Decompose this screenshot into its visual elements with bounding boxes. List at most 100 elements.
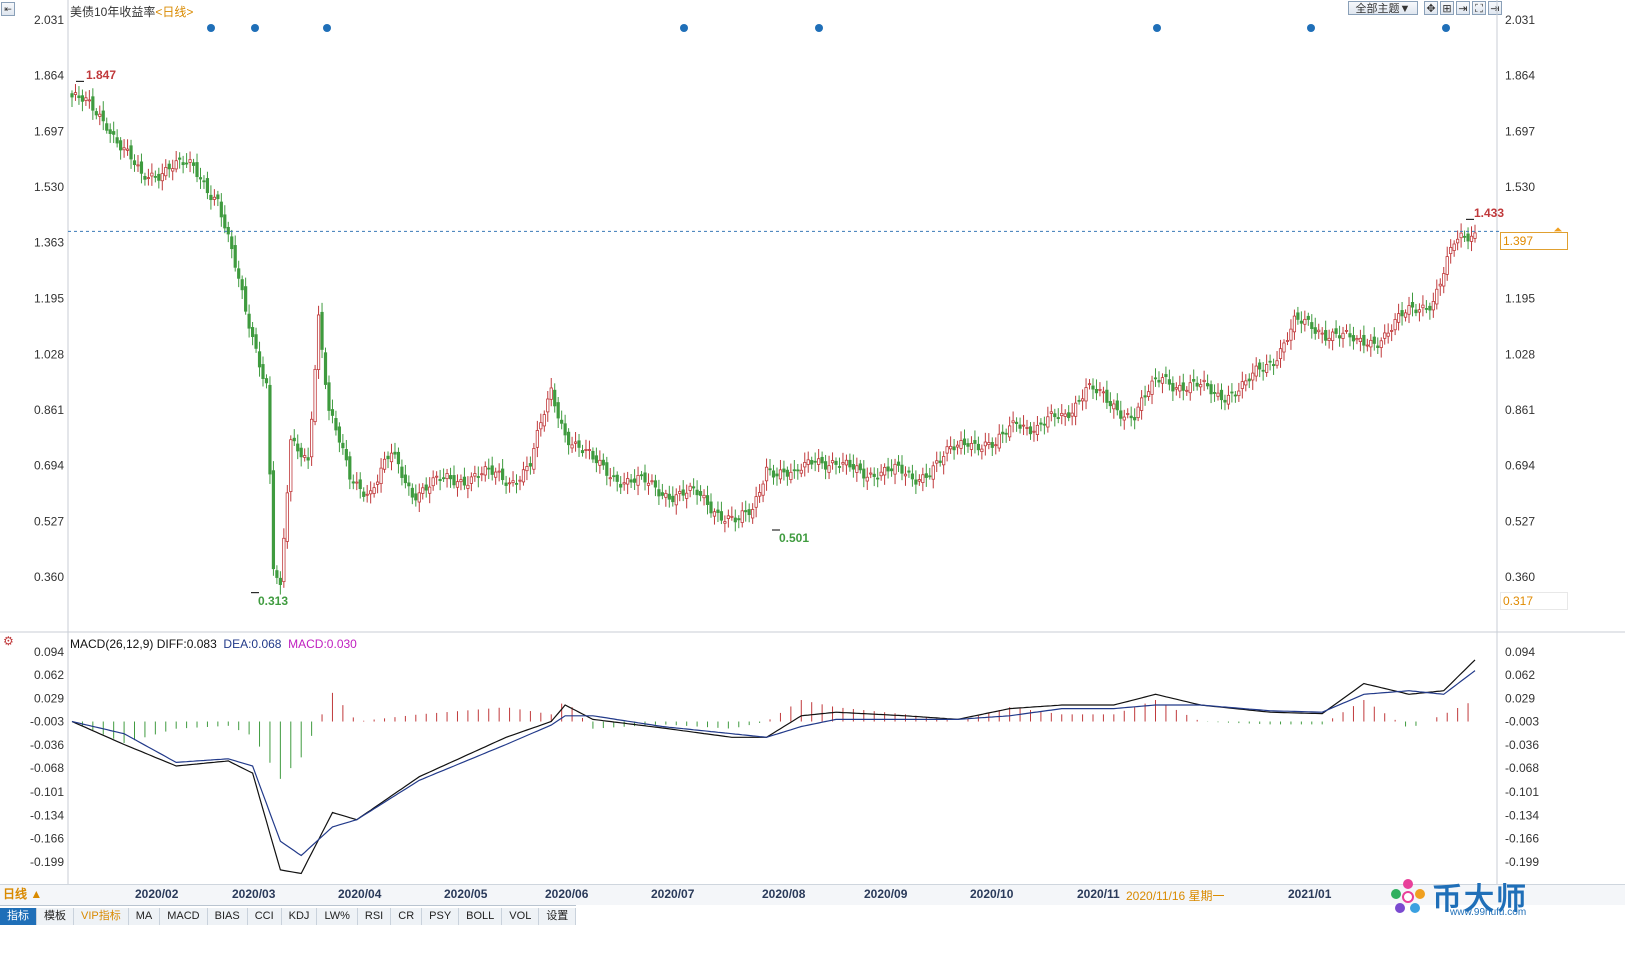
candle-body bbox=[341, 442, 345, 449]
candle-body bbox=[483, 466, 487, 476]
macd-tick-left: -0.036 bbox=[30, 738, 64, 752]
candle-body bbox=[830, 460, 835, 464]
candle-body bbox=[723, 521, 727, 524]
macd-tick-left: -0.101 bbox=[30, 785, 64, 799]
candle-body bbox=[1424, 308, 1428, 310]
candle-body bbox=[1077, 399, 1081, 402]
candle-body bbox=[327, 382, 331, 411]
candle-body bbox=[316, 314, 321, 370]
bottom-value-box: 0.317 bbox=[1500, 592, 1568, 610]
candle-body bbox=[310, 418, 314, 458]
candle-body bbox=[896, 461, 901, 466]
tab-rsi[interactable]: RSI bbox=[357, 908, 392, 925]
candle-body bbox=[344, 449, 348, 461]
theme-select-button[interactable]: 全部主题▼ bbox=[1348, 1, 1418, 15]
last-high-annotation: 1.433 bbox=[1474, 206, 1505, 220]
logo-url: www.99hufu.com bbox=[1450, 907, 1527, 918]
candle-body bbox=[945, 446, 949, 454]
candle-body bbox=[841, 462, 845, 465]
candle-body bbox=[1466, 233, 1470, 242]
price-tick-right: 1.697 bbox=[1505, 124, 1535, 138]
tab-psy[interactable]: PSY bbox=[422, 908, 460, 925]
macd-tick-left: -0.134 bbox=[30, 808, 64, 822]
candle-body bbox=[1039, 422, 1043, 425]
candle-body bbox=[601, 459, 605, 466]
candle-body bbox=[1438, 283, 1442, 287]
candle-body bbox=[400, 466, 404, 478]
candle-body bbox=[153, 175, 157, 178]
candle-body bbox=[754, 496, 758, 508]
tab-indicators[interactable]: 指标 bbox=[0, 908, 37, 925]
zoom-in-icon[interactable]: ⊞ bbox=[1440, 1, 1454, 15]
scroll-right-icon[interactable]: ⇥ bbox=[1456, 1, 1470, 15]
tab-templates[interactable]: 模板 bbox=[37, 908, 74, 925]
candle-body bbox=[650, 480, 654, 483]
tab-cr[interactable]: CR bbox=[391, 908, 423, 925]
candle-body bbox=[247, 313, 251, 329]
tab-lw[interactable]: LW% bbox=[317, 908, 358, 925]
candle-body bbox=[521, 469, 526, 483]
candle-body bbox=[452, 475, 456, 486]
candle-body bbox=[994, 444, 998, 447]
candle-body bbox=[851, 464, 855, 470]
candle-body bbox=[1223, 399, 1227, 403]
candle-body bbox=[1247, 378, 1251, 382]
tab-ma[interactable]: MA bbox=[128, 908, 161, 925]
candle-body bbox=[893, 463, 897, 475]
candle-body bbox=[823, 461, 828, 470]
candle-body bbox=[421, 487, 425, 494]
candle-body bbox=[146, 177, 151, 179]
macd-tick-left: -0.166 bbox=[30, 831, 64, 845]
candle-body bbox=[261, 364, 265, 379]
candle-body bbox=[1143, 395, 1147, 398]
candle-body bbox=[223, 214, 227, 229]
candle-body bbox=[1456, 238, 1460, 244]
candle-body bbox=[77, 95, 81, 99]
collapse-icon[interactable]: ⇥ bbox=[1488, 1, 1502, 15]
expand-icon[interactable]: ⇤ bbox=[1, 2, 15, 16]
mid-low-annotation: 0.501 bbox=[779, 531, 810, 545]
candle-body bbox=[546, 398, 550, 413]
tab-bias[interactable]: BIAS bbox=[207, 908, 248, 925]
macd-tick-left: -0.199 bbox=[30, 855, 64, 869]
tab-vip[interactable]: VIP指标 bbox=[74, 908, 129, 925]
move-icon[interactable]: ✥ bbox=[1424, 1, 1438, 15]
macd-settings-icon[interactable]: ⚙ bbox=[3, 634, 14, 648]
candle-body bbox=[424, 484, 428, 491]
candle-body bbox=[1337, 335, 1342, 339]
tab-boll[interactable]: BOLL bbox=[459, 908, 503, 925]
candle-body bbox=[751, 509, 755, 519]
candle-body bbox=[1080, 398, 1085, 402]
candle-body bbox=[535, 430, 539, 448]
candle-body bbox=[167, 163, 171, 170]
candle-body bbox=[914, 479, 918, 485]
dea-label: DEA:0.068 bbox=[223, 637, 282, 651]
candle-body bbox=[1379, 340, 1383, 348]
candle-body bbox=[1133, 417, 1137, 421]
fullscreen-icon[interactable]: ⛶ bbox=[1472, 1, 1486, 15]
candle-body bbox=[1403, 312, 1408, 318]
tab-cci[interactable]: CCI bbox=[247, 908, 282, 925]
tab-vol[interactable]: VOL bbox=[502, 908, 540, 925]
candle-body bbox=[285, 492, 289, 542]
candle-body bbox=[702, 494, 706, 499]
tab-settings[interactable]: 设置 bbox=[539, 908, 577, 925]
candle-body bbox=[188, 159, 192, 163]
candle-body bbox=[1046, 416, 1050, 428]
candle-body bbox=[1035, 424, 1040, 435]
diff-line bbox=[71, 659, 1476, 875]
candle-body bbox=[803, 462, 807, 468]
period-tag[interactable]: <日线> bbox=[155, 5, 194, 19]
candle-body bbox=[1237, 390, 1241, 397]
candle-body bbox=[1171, 382, 1175, 392]
period-button[interactable]: 日线 ▲ bbox=[3, 887, 43, 901]
candle-body bbox=[1011, 420, 1015, 424]
candle-body bbox=[150, 172, 154, 177]
price-tick-right: 0.360 bbox=[1505, 570, 1535, 584]
candle-body bbox=[480, 473, 484, 476]
tab-kdj[interactable]: KDJ bbox=[281, 908, 318, 925]
tab-macd[interactable]: MACD bbox=[160, 908, 208, 925]
candle-body bbox=[959, 440, 963, 449]
candle-body bbox=[1459, 232, 1463, 239]
